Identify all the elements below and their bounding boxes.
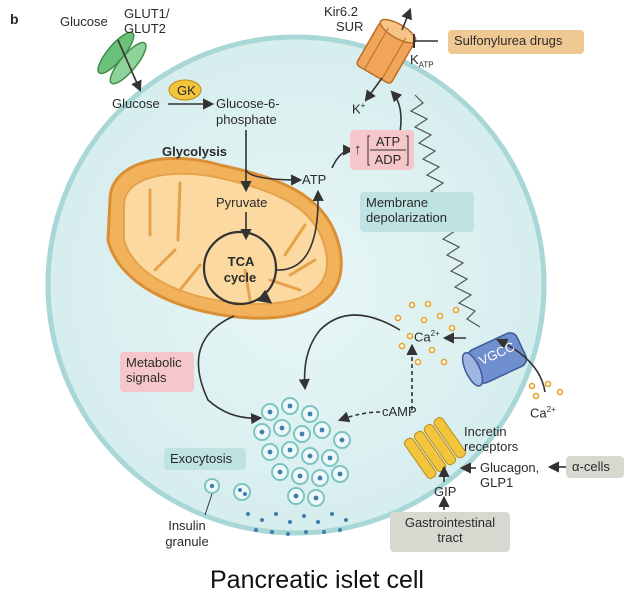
label-tca-line1: TCA xyxy=(227,254,255,269)
label-incretin-line1: Incretin xyxy=(464,424,507,439)
label-glucose-intracellular: Glucose xyxy=(112,96,160,111)
exocytosis-box: Exocytosis xyxy=(164,448,246,470)
tca-cycle-ring xyxy=(202,230,278,306)
label-glucagon-line2: GLP1 xyxy=(480,475,514,490)
label-gk: GK xyxy=(177,83,196,98)
calcium-ions xyxy=(394,300,564,400)
label-ratio-up-arrow: ↑ xyxy=(354,141,362,158)
arrow-metabolic-signals xyxy=(197,315,263,425)
label-insulin-line2: granule xyxy=(165,534,209,549)
label-glut-line2: GLUT2 xyxy=(124,21,166,36)
granule-cores xyxy=(209,403,345,501)
label-ratio-adp: ADP xyxy=(374,152,402,167)
released-insulin-dots xyxy=(246,512,348,536)
metabolic-signals-line2: signals xyxy=(126,370,167,385)
vgcc-channel xyxy=(461,332,528,387)
arrow-glucose-transport xyxy=(117,39,142,93)
label-atp: ATP xyxy=(302,172,327,187)
gastrointestinal-tract-box: Gastrointestinal tract xyxy=(390,512,510,552)
katp-channel xyxy=(356,18,417,84)
arrow-k-efflux xyxy=(364,77,383,102)
membrane-depolarization-line1: Membrane xyxy=(366,195,429,210)
figure-caption: Pancreatic islet cell xyxy=(210,566,424,594)
label-gip: GIP xyxy=(434,484,457,499)
gk-enzyme xyxy=(168,79,202,101)
label-g6p-line1: Glucose-6- xyxy=(216,96,280,111)
label-incretin-line2: receptors xyxy=(464,439,519,454)
label-glut-line1: GLUT1/ xyxy=(124,6,170,21)
arrow-glycolysis-atp xyxy=(245,169,303,186)
label-ratio-atp: ATP xyxy=(375,134,401,149)
incretin-receptor xyxy=(404,417,466,479)
label-kir62: Kir6.2 xyxy=(324,4,358,19)
label-tca-line2: cycle xyxy=(223,270,257,285)
label-sur: SUR xyxy=(336,19,364,34)
panel-letter: b xyxy=(10,11,19,27)
glut-transporter xyxy=(97,31,147,85)
label-g6p-line2: phosphate xyxy=(216,112,277,127)
gastrointestinal-line2: tract xyxy=(437,530,463,545)
membrane-depolarization-box: Membrane depolarization xyxy=(360,192,474,232)
arrow-camp-vesicles xyxy=(337,411,381,423)
arrow-tca-atp xyxy=(275,189,324,271)
metabolic-signals-box: Metabolic signals xyxy=(120,352,194,392)
metabolic-signals-line1: Metabolic xyxy=(126,355,182,370)
label-glucose-extracellular: Glucose xyxy=(60,14,108,29)
arrow-ca-influx xyxy=(495,338,546,393)
label-calcium-extracellular: Ca2+ xyxy=(530,405,556,421)
insulin-granule-pointer xyxy=(204,493,213,516)
label-katp: KATP xyxy=(410,52,434,70)
sulfonylurea-drugs-box: Sulfonylurea drugs xyxy=(448,30,584,54)
label-calcium-intracellular: Ca2+ xyxy=(414,329,440,345)
arrow-ratio-katp xyxy=(390,90,403,133)
label-insulin-line1: Insulin xyxy=(168,518,206,533)
arrow-ca-exocytosis xyxy=(298,314,401,391)
label-pyruvate: Pyruvate xyxy=(216,195,268,210)
mitochondrion xyxy=(106,156,343,320)
label-k-ion: K+ xyxy=(352,101,366,117)
alpha-cells-box: α-cells xyxy=(566,456,624,478)
label-glucagon-line1: Glucagon, xyxy=(480,460,540,475)
membrane-depolarization-line2: depolarization xyxy=(366,210,447,225)
gastrointestinal-line1: Gastrointestinal xyxy=(404,515,496,530)
label-camp: cAMP xyxy=(382,404,417,419)
arrow-kir-out xyxy=(401,7,412,31)
label-glycolysis: Glycolysis xyxy=(162,144,228,159)
